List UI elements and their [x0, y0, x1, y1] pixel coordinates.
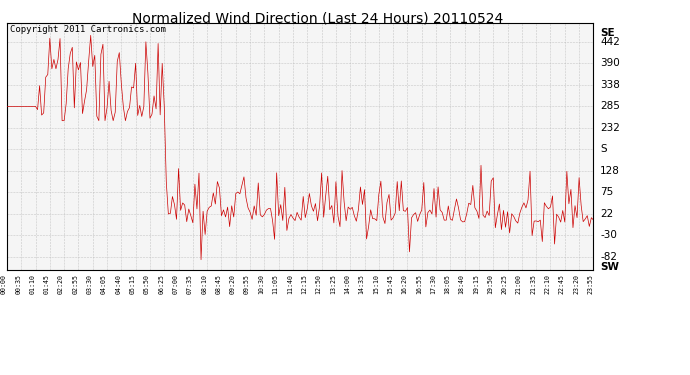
Text: 19:50: 19:50: [487, 274, 493, 294]
Text: 12:50: 12:50: [315, 274, 322, 294]
Text: SE: SE: [600, 28, 615, 38]
Text: 23:20: 23:20: [573, 274, 579, 294]
Text: 16:55: 16:55: [416, 274, 422, 294]
Text: 12:15: 12:15: [302, 274, 307, 294]
Text: 08:45: 08:45: [215, 274, 221, 294]
Text: 18:40: 18:40: [459, 274, 464, 294]
Text: 00:35: 00:35: [15, 274, 21, 294]
Text: -30: -30: [600, 230, 617, 240]
Text: 01:45: 01:45: [43, 274, 50, 294]
Text: 00:00: 00:00: [1, 274, 7, 294]
Text: Copyright 2011 Cartronics.com: Copyright 2011 Cartronics.com: [10, 25, 166, 34]
Text: 07:00: 07:00: [172, 274, 179, 294]
Text: 05:50: 05:50: [144, 274, 150, 294]
Text: 14:00: 14:00: [344, 274, 351, 294]
Text: 01:10: 01:10: [30, 274, 35, 294]
Text: -82: -82: [600, 252, 618, 261]
Text: 21:00: 21:00: [516, 274, 522, 294]
Text: 13:25: 13:25: [330, 274, 336, 294]
Text: 338: 338: [600, 80, 620, 90]
Text: 04:05: 04:05: [101, 274, 107, 294]
Text: 16:20: 16:20: [402, 274, 407, 294]
Text: 442: 442: [600, 37, 620, 47]
Text: 75: 75: [600, 187, 613, 197]
Text: 17:30: 17:30: [430, 274, 436, 294]
Text: 09:55: 09:55: [244, 274, 250, 294]
Text: 232: 232: [600, 123, 620, 133]
Text: 22:10: 22:10: [544, 274, 551, 294]
Text: 14:35: 14:35: [359, 274, 364, 294]
Text: 15:45: 15:45: [387, 274, 393, 294]
Text: 07:35: 07:35: [187, 274, 193, 294]
Text: 06:25: 06:25: [158, 274, 164, 294]
Text: 18:05: 18:05: [444, 274, 451, 294]
Text: 128: 128: [600, 166, 620, 176]
Text: 22: 22: [600, 209, 613, 219]
Text: 08:10: 08:10: [201, 274, 207, 294]
Text: 19:15: 19:15: [473, 274, 479, 294]
Text: 03:30: 03:30: [87, 274, 92, 294]
Text: Normalized Wind Direction (Last 24 Hours) 20110524: Normalized Wind Direction (Last 24 Hours…: [132, 11, 503, 25]
Text: 20:25: 20:25: [502, 274, 508, 294]
Text: 22:45: 22:45: [559, 274, 565, 294]
Text: 09:20: 09:20: [230, 274, 236, 294]
Text: 04:40: 04:40: [115, 274, 121, 294]
Text: 285: 285: [600, 101, 620, 111]
Text: 05:15: 05:15: [130, 274, 136, 294]
Text: 11:05: 11:05: [273, 274, 279, 294]
Text: 02:20: 02:20: [58, 274, 64, 294]
Text: S: S: [600, 144, 607, 154]
Text: 23:55: 23:55: [587, 274, 593, 294]
Text: 02:55: 02:55: [72, 274, 79, 294]
Text: 21:35: 21:35: [530, 274, 536, 294]
Text: SW: SW: [600, 262, 620, 272]
Text: 390: 390: [600, 58, 620, 68]
Text: 15:10: 15:10: [373, 274, 379, 294]
Text: 10:30: 10:30: [258, 274, 264, 294]
Text: 11:40: 11:40: [287, 274, 293, 294]
